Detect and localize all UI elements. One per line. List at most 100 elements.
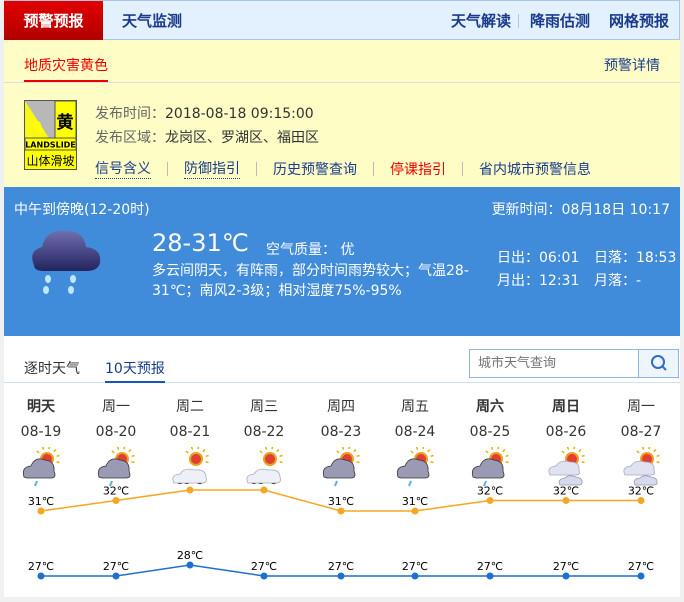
forecast-date: 08-26 [545,424,587,440]
nav-tab-monitor[interactable]: 天气监测 [122,12,183,30]
low-temp-point [562,572,570,580]
forecast-day: 明天 [27,399,55,415]
warning-panel: 地质灾害黄色 预警详情 黄 LANDSLIDE 山体滑坡 发布时间：2018-0… [4,40,680,187]
low-temp-label: 27℃ [103,560,129,573]
high-temp-label: 32℃ [477,485,503,498]
temperature-range: 28-31℃ [152,229,249,257]
low-temp-label: 27℃ [402,560,428,573]
forecast-date: 08-21 [169,424,211,440]
low-temp-point [486,572,494,580]
class-suspension-link[interactable]: 停课指引 [390,161,446,178]
badge-cn: 山体滑坡 [26,154,74,168]
forecast-date: 08-22 [243,424,285,440]
forecast-date: 08-24 [394,424,436,440]
sun-cloud-rain-icon [22,447,60,487]
warning-detail-link[interactable]: 预警详情 [604,58,660,74]
nav-link-interpretation[interactable]: 天气解读 [451,12,512,30]
low-temp-point [637,572,645,580]
low-temp-label: 27℃ [28,560,54,573]
forecast-date: 08-25 [469,424,511,440]
low-temp-label: 27℃ [251,560,277,573]
moonset: 月落：- [594,273,642,289]
low-temp-label: 27℃ [477,560,503,573]
high-temp-label: 31℃ [328,495,354,508]
sunset: 日落：18:53 [594,250,677,266]
forecast-day: 周四 [327,399,355,415]
low-temp-label: 27℃ [328,560,354,573]
forecast-day: 周一 [627,399,655,415]
air-quality: 空气质量： 优 [266,242,355,258]
province-warning-link[interactable]: 省内城市预警信息 [479,161,591,178]
signal-meaning-link[interactable]: 信号含义 [95,158,151,179]
low-temp-point [411,572,419,580]
active-tab-underline [24,80,108,82]
low-temp-label: 27℃ [553,560,579,573]
low-temp-point [337,572,345,580]
rain-cloud-icon [32,230,101,294]
sun-cloud-icon [172,447,209,484]
nav-tab-warning[interactable]: 预警预报 [4,1,103,41]
high-temp-point [37,507,45,515]
forecast-date: 08-27 [620,424,662,440]
forecast-day: 周日 [552,399,580,415]
high-temp-point [411,507,419,515]
warning-tab[interactable]: 地质灾害黄色 [24,58,108,74]
sun-cloud-rain-icon [471,447,509,487]
low-temp-point [112,572,120,580]
low-temp-point [186,561,194,569]
nav-link-grid-forecast[interactable]: 网格预报 [609,12,670,30]
forecast-day: 周三 [250,399,278,415]
moonrise: 月出：12:31 [497,273,580,289]
forecast-date: 08-20 [95,424,137,440]
nav-link-rain-estimate[interactable]: 降雨估测 [530,12,591,30]
sun-cloud-rain-icon [97,447,135,487]
sunrise: 日出：06:01 [497,250,580,266]
city-search [469,349,679,378]
forecast-date: 08-19 [20,424,62,440]
top-nav: 预警预报 天气监测 天气解读 降雨估测 网格预报 [4,0,680,41]
divider [4,82,680,83]
high-temp-label: 32℃ [553,485,579,498]
high-temp-label: 32℃ [103,485,129,498]
issue-area: 发布区域：龙岗区、罗湖区、福田区 [95,130,319,146]
tab-hourly[interactable]: 逐时天气 [24,361,80,377]
temperature-chart: 31℃32℃33℃33℃31℃31℃32℃32℃32℃27℃27℃28℃27℃2… [28,474,654,580]
weather-description: 多云间阴天，有阵雨，部分时间雨势较大；气温28-31℃；南风2-3级；相对湿度7… [152,263,469,299]
low-temp-label: 27℃ [628,560,654,573]
low-temp-label: 28℃ [177,549,203,562]
sun-clouds-icon [623,447,660,486]
forecast-day: 周六 [476,399,504,415]
high-temp-point [260,486,268,494]
defense-guide-link[interactable]: 防御指引 [184,158,240,179]
high-temp-label: 32℃ [628,485,654,498]
history-warning-link[interactable]: 历史预警查询 [273,161,357,178]
divider [518,14,519,28]
high-temp-label: 31℃ [28,495,54,508]
low-temp-point [260,572,268,580]
forecast-day: 周二 [176,399,204,415]
low-temp-point [37,572,45,580]
high-temp-point [337,507,345,515]
sun-cloud-icon [246,447,283,484]
badge-en: LANDSLIDE [25,141,76,150]
ten-day-forecast: 31℃32℃33℃33℃31℃31℃32℃32℃32℃27℃27℃28℃27℃2… [4,383,680,597]
forecast-period: 中午到傍晚(12-20时) [14,202,150,218]
tab-10day[interactable]: 10天预报 [105,358,165,384]
update-time: 更新时间：08月18日 10:17 [491,202,670,218]
high-temp-point [112,497,120,504]
forecast-day: 周一 [102,399,130,415]
search-button[interactable] [638,350,678,377]
landslide-warning-icon: 黄 LANDSLIDE 山体滑坡 [24,100,77,170]
high-temp-label: 31℃ [402,495,428,508]
forecast-tabs: 逐时天气 10天预报 [4,336,680,384]
forecast-date: 08-23 [320,424,362,440]
high-temp-point [637,497,645,504]
sun-cloud-rain-icon [322,447,360,487]
issue-time: 发布时间：2018-08-18 09:15:00 [95,106,314,122]
high-temp-point [186,486,194,494]
search-icon [651,355,667,371]
city-search-input[interactable] [470,350,638,377]
sun-cloud-rain-icon [396,447,434,487]
forecast-day: 周五 [401,399,429,415]
high-temp-point [486,497,494,504]
